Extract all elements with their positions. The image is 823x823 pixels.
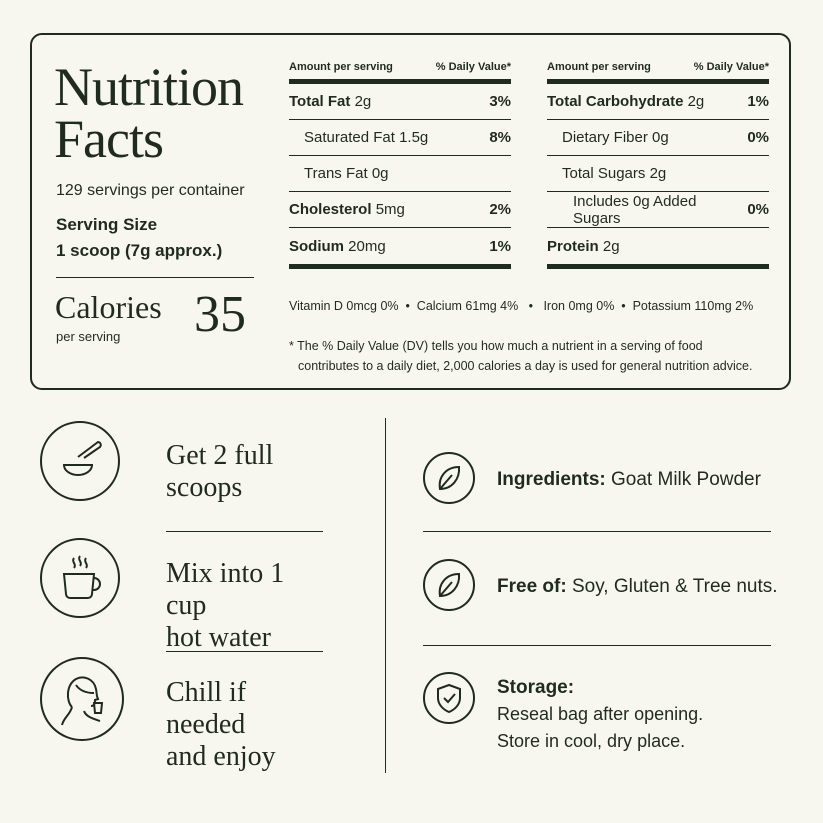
nutrient-row-sodium: Sodium 20mg 1% bbox=[289, 228, 511, 264]
footnote-line-1: * The % Daily Value (DV) tells you how m… bbox=[289, 339, 703, 353]
nutrient-column-right: Amount per serving % Daily Value* Total … bbox=[547, 55, 769, 269]
scoop-icon bbox=[40, 421, 120, 501]
nutrient-amount: 5mg bbox=[375, 201, 405, 218]
calories-label: Calories bbox=[55, 289, 162, 325]
thick-rule bbox=[547, 79, 769, 84]
column-header: Amount per serving % Daily Value* bbox=[547, 55, 769, 79]
thick-rule bbox=[289, 264, 511, 269]
title-line-1: Nutrition bbox=[54, 57, 244, 117]
info-divider bbox=[423, 645, 771, 646]
daily-value-header: % Daily Value* bbox=[693, 61, 769, 73]
title-line-2: Facts bbox=[54, 109, 164, 169]
thick-rule bbox=[289, 79, 511, 84]
calories-value: 35 bbox=[194, 286, 246, 343]
nutrient-amount: 0g bbox=[371, 165, 389, 182]
nutrient-pct: 1% bbox=[489, 237, 511, 255]
ingredients-value: Goat Milk Powder bbox=[611, 469, 761, 490]
step-scoop: Get 2 full scoops bbox=[40, 421, 330, 511]
nutrient-row-dietary-fiber: Dietary Fiber 0g 0% bbox=[547, 120, 769, 156]
nutrient-pct: 0% bbox=[747, 129, 769, 146]
vitamins-minerals: Vitamin D 0mcg 0% • Calcium 61mg 4% • Ir… bbox=[289, 299, 754, 313]
nutrient-name: Includes 0g Added Sugars bbox=[573, 192, 697, 227]
amount-header: Amount per serving bbox=[547, 61, 651, 73]
free-of-value: Soy, Gluten & Tree nuts. bbox=[571, 576, 778, 597]
nutrient-row-total-sugars: Total Sugars 2g bbox=[547, 156, 769, 192]
nutrient-amount: 2g bbox=[602, 237, 620, 255]
nutrient-pct: 1% bbox=[747, 93, 769, 110]
section-divider bbox=[385, 418, 386, 773]
daily-value-header: % Daily Value* bbox=[435, 61, 511, 73]
nutrient-amount: 20mg bbox=[348, 237, 386, 255]
step-divider bbox=[166, 651, 323, 652]
nutrient-amount: 2g bbox=[354, 93, 372, 110]
nutrient-name: Total Sugars bbox=[562, 165, 646, 182]
shield-check-icon bbox=[423, 672, 475, 724]
nutrient-row-cholesterol: Cholesterol 5mg 2% bbox=[289, 192, 511, 228]
ingredients-label: Ingredients: bbox=[497, 469, 606, 490]
free-of-label: Free of: bbox=[497, 576, 567, 597]
info-divider bbox=[423, 531, 771, 532]
footnote-line-2: contributes to a daily diet, 2,000 calor… bbox=[298, 359, 753, 373]
nutrient-row-total-carbohydrate: Total Carbohydrate 2g 1% bbox=[547, 84, 769, 120]
thick-rule bbox=[547, 264, 769, 269]
step-line: hot water bbox=[166, 622, 271, 653]
step-line: Mix into 1 cup bbox=[166, 558, 285, 621]
step-line: Chill if needed bbox=[166, 677, 247, 740]
nutrient-name: Cholesterol bbox=[289, 201, 372, 218]
storage-line: Reseal bag after opening. bbox=[497, 704, 704, 724]
nutrient-name: Dietary Fiber bbox=[562, 129, 648, 146]
nutrient-row-trans-fat: Trans Fat 0g bbox=[289, 156, 511, 192]
step-line: and enjoy bbox=[166, 741, 276, 772]
amount-header: Amount per serving bbox=[289, 61, 393, 73]
calories-divider bbox=[56, 277, 254, 278]
ingredients-text: Ingredients: Goat Milk Powder bbox=[497, 466, 761, 493]
nutrient-amount: 2g bbox=[687, 93, 705, 110]
step-chill-text: Chill if needed and enjoy bbox=[166, 677, 330, 773]
nutrient-pct: 3% bbox=[489, 93, 511, 110]
nutrient-pct: 2% bbox=[489, 201, 511, 218]
servings-per-container: 129 servings per container bbox=[56, 182, 245, 199]
nutrient-amount: 2g bbox=[649, 165, 667, 182]
serving-size-label: Serving Size bbox=[56, 215, 158, 234]
nutrient-pct: 8% bbox=[489, 129, 511, 146]
nutrient-name: Total Carbohydrate bbox=[547, 93, 684, 110]
nutrient-name: Saturated Fat bbox=[304, 129, 395, 146]
nutrient-column-left: Amount per serving % Daily Value* Total … bbox=[289, 55, 511, 269]
woman-drinking-icon bbox=[40, 657, 124, 741]
step-scoop-text: Get 2 full scoops bbox=[166, 440, 273, 504]
nutrient-pct: 0% bbox=[747, 201, 769, 218]
nutrient-name: Sodium bbox=[289, 237, 344, 255]
nutrient-name: Protein bbox=[547, 237, 599, 255]
storage-line: Store in cool, dry place. bbox=[497, 731, 686, 751]
storage-text: Storage: Reseal bag after opening. Store… bbox=[497, 674, 703, 755]
step-line: Get 2 full bbox=[166, 440, 274, 471]
nutrient-amount: 0g bbox=[652, 129, 669, 146]
nutrient-row-protein: Protein 2g bbox=[547, 228, 769, 264]
nutrition-facts-title: Nutrition Facts bbox=[54, 57, 244, 169]
nutrient-name: Trans Fat bbox=[304, 165, 368, 182]
leaf-icon bbox=[423, 452, 475, 504]
nutrient-name: Total Fat bbox=[289, 93, 351, 110]
column-header: Amount per serving % Daily Value* bbox=[289, 55, 511, 79]
nutrition-facts-panel: Nutrition Facts 129 servings per contain… bbox=[30, 33, 791, 390]
step-line: scoops bbox=[166, 472, 243, 503]
step-mix-text: Mix into 1 cup hot water bbox=[166, 558, 330, 654]
nutrient-row-total-fat: Total Fat 2g 3% bbox=[289, 84, 511, 120]
storage-label: Storage: bbox=[497, 677, 575, 698]
nutrient-row-added-sugars: Includes 0g Added Sugars 0% bbox=[547, 192, 769, 228]
cup-icon bbox=[40, 538, 120, 618]
calories-subtitle: per serving bbox=[56, 329, 121, 344]
nutrient-row-saturated-fat: Saturated Fat 1.5g 8% bbox=[289, 120, 511, 156]
step-mix: Mix into 1 cup hot water bbox=[40, 538, 330, 653]
nutrient-amount: 1.5g bbox=[399, 129, 429, 146]
serving-size-value: 1 scoop (7g approx.) bbox=[56, 241, 223, 260]
leaf-icon bbox=[423, 559, 475, 611]
daily-value-footnote: * The % Daily Value (DV) tells you how m… bbox=[289, 336, 769, 376]
step-divider bbox=[166, 531, 323, 532]
free-of-text: Free of: Soy, Gluten & Tree nuts. bbox=[497, 573, 778, 600]
step-chill: Chill if needed and enjoy bbox=[40, 657, 330, 772]
